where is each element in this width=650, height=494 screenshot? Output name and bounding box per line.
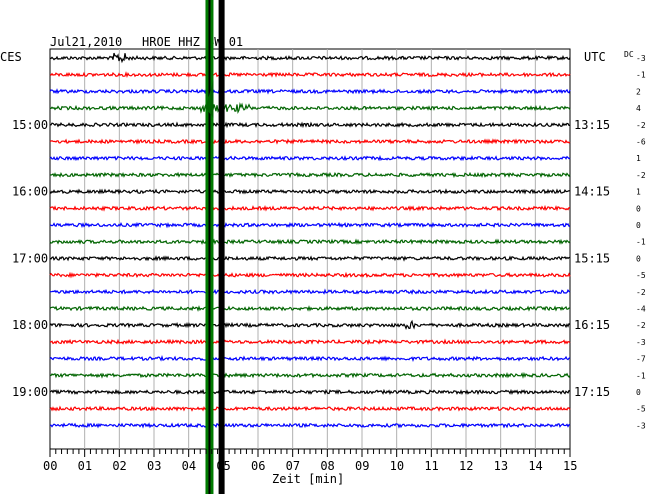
seismic-trace [49, 71, 571, 79]
x-tick-label: 14 [528, 459, 542, 473]
seismic-trace [49, 221, 571, 229]
dc-offset-label: -1 [636, 371, 646, 380]
dc-offset-label: -5 [636, 271, 646, 280]
seismic-trace [49, 102, 571, 115]
event-burst [205, 80, 214, 118]
seismic-trace [49, 121, 570, 129]
left-time-label: 15:00 [12, 118, 48, 132]
seismic-trace [49, 88, 571, 95]
dc-offset-label: 0 [636, 388, 641, 397]
dc-offset-label: -2 [636, 321, 646, 330]
dc-offset-label: -2 [636, 288, 646, 297]
seismic-trace [49, 154, 571, 162]
seismic-trace [49, 305, 571, 312]
dc-offset-label: -7 [636, 355, 646, 364]
seismic-trace [49, 355, 571, 362]
left-time-labels: 15:00 16:00 17:00 18:00 19:00 [12, 118, 48, 399]
seismic-trace [49, 204, 571, 212]
station-label: HROE HHZ BW 01 [142, 35, 243, 49]
x-axis-label: Zeit [min] [272, 472, 344, 486]
dc-offset-labels: -3 -1 2 4 -2 -6 1 -2 1 0 0 -1 0 -5 -2 -4 -2 -3 -7 -1 0 -5 -3 [636, 54, 646, 430]
left-time-label: 18:00 [12, 318, 48, 332]
seismic-trace [49, 422, 571, 429]
left-time-label: 17:00 [12, 251, 48, 265]
dc-offset-label: -4 [636, 305, 646, 314]
x-tick-label: 15 [563, 459, 577, 473]
seismic-trace [49, 255, 571, 262]
x-tick-label: 13 [494, 459, 508, 473]
trace-group [49, 52, 571, 429]
dc-offset-label: 4 [636, 104, 641, 113]
x-tick-label: 10 [390, 459, 404, 473]
right-time-label: 16:15 [574, 318, 610, 332]
dc-offset-label: -3 [636, 421, 646, 430]
seismic-trace [49, 388, 571, 396]
dc-header-label: DC [624, 50, 634, 59]
seismic-trace [49, 52, 571, 64]
dc-offset-label: -5 [636, 405, 646, 414]
event-markers [205, 0, 225, 494]
seismic-trace [49, 338, 571, 346]
x-tick-label: 00 [43, 459, 57, 473]
left-timezone-label: CES [0, 50, 22, 64]
dc-offset-label: 1 [636, 154, 641, 163]
dc-offset-label: 0 [636, 254, 641, 263]
dc-offset-label: -2 [636, 171, 646, 180]
x-tick-label: 11 [424, 459, 438, 473]
seismic-trace [49, 271, 571, 279]
seismic-trace [49, 238, 571, 245]
seismic-trace [49, 171, 571, 179]
right-time-label: 14:15 [574, 185, 610, 199]
dc-offset-label: 2 [636, 87, 641, 96]
seismic-trace [49, 138, 571, 145]
dc-offset-label: 1 [636, 188, 641, 197]
x-tick-label: 09 [355, 459, 369, 473]
x-tick-label: 01 [78, 459, 92, 473]
right-time-labels: 13:15 14:15 15:15 16:15 17:15 [574, 118, 610, 399]
right-time-label: 17:15 [574, 385, 610, 399]
dc-offset-label: 0 [636, 204, 641, 213]
x-tick-label: 12 [459, 459, 473, 473]
event-marker-black [218, 0, 225, 494]
right-time-label: 13:15 [574, 118, 610, 132]
seismic-trace [49, 405, 571, 412]
seismic-trace [49, 288, 571, 295]
dc-offset-label: -1 [636, 71, 646, 80]
right-time-label: 15:15 [574, 251, 610, 265]
event-marker-core [208, 0, 211, 494]
date-label: Jul21,2010 [50, 35, 122, 49]
dc-offset-label: -1 [636, 238, 646, 247]
seismic-trace [49, 188, 571, 195]
dc-offset-label: -3 [636, 338, 646, 347]
x-tick-label: 05 [216, 459, 230, 473]
x-tick-label: 07 [286, 459, 300, 473]
dc-offset-label: 0 [636, 221, 641, 230]
x-axis: 00 01 02 03 04 05 06 07 08 09 10 11 12 13 14 15 [43, 449, 577, 473]
dc-offset-label: -6 [636, 138, 646, 147]
x-tick-label: 03 [147, 459, 161, 473]
seismic-trace [49, 319, 571, 330]
left-time-label: 19:00 [12, 385, 48, 399]
seismic-trace [49, 371, 571, 379]
right-timezone-label: UTC [584, 50, 606, 64]
dc-offset-label: -2 [636, 121, 646, 130]
x-tick-label: 04 [182, 459, 196, 473]
x-tick-label: 02 [112, 459, 126, 473]
left-time-label: 16:00 [12, 185, 48, 199]
dc-offset-label: -3 [636, 54, 646, 63]
x-tick-label: 06 [251, 459, 265, 473]
x-tick-label: 08 [320, 459, 334, 473]
